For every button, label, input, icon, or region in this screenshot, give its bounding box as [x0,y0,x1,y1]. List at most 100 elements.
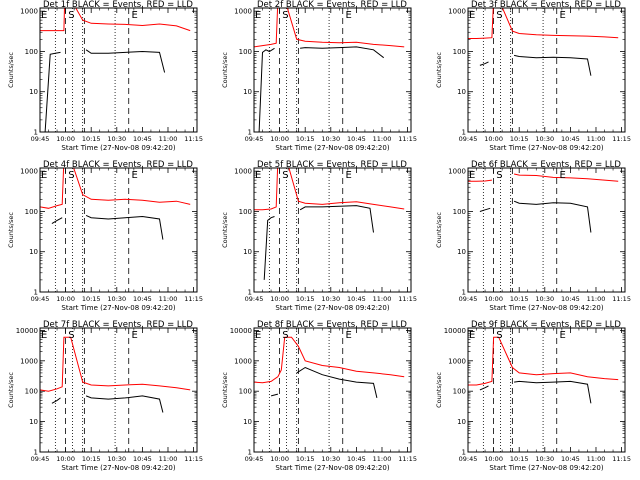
x-axis-label: Start Time (27-Nov-08 09:42:20) [61,304,175,312]
x-axis-label: Start Time (27-Nov-08 09:42:20) [275,144,389,152]
x-tick-label: 10:15 [510,455,529,463]
x-tick-label: 10:15 [82,295,101,303]
x-tick-label: 09:45 [459,455,478,463]
x-tick-label: 10:30 [107,455,126,463]
x-tick-label: 10:45 [561,295,580,303]
marker-e-label: E [255,330,261,341]
plot-area [254,336,405,399]
panel-1: Det 1f BLACK = Events, RED = LLD Counts/s… [7,0,203,152]
y-tick-label: 10 [457,418,466,426]
x-tick-label: 09:45 [459,135,478,143]
y-tick-label: 1 [462,129,466,137]
panel-title: Det 4f BLACK = Events, RED = LLD [43,160,193,170]
series-black-line [513,54,592,76]
x-tick-label: 11:15 [184,295,203,303]
x-tick-label: 10:45 [347,135,366,143]
y-tick-label: 1 [462,449,466,457]
x-tick-label: 10:30 [321,135,340,143]
x-tick-label: 10:45 [347,455,366,463]
marker-e-label: E [559,330,565,341]
marker-s-label: S [496,330,502,341]
series-red-line [254,336,405,384]
x-tick-label: 09:45 [245,135,264,143]
x-tick-label: 10:30 [535,455,554,463]
x-tick-label: 10:00 [56,455,75,463]
series-black-line [513,200,592,233]
series-red-line [40,168,191,209]
x-tick-label: 10:00 [484,135,503,143]
y-axis-label: Counts/sec [221,212,229,248]
panel-3: Det 3f BLACK = Events, RED = LLD Counts/s… [435,0,631,152]
x-tick-label: 11:15 [184,455,203,463]
series-black-line [514,380,592,404]
y-tick-label: 10 [457,88,466,96]
y-tick-label: 1 [462,289,466,297]
y-tick-label: 10 [29,248,38,256]
x-tick-label: 10:15 [296,455,315,463]
x-tick-label: 09:45 [31,455,50,463]
marker-e-label: E [559,10,565,21]
panel-4: Det 4f BLACK = Events, RED = LLD Counts/s… [7,160,203,312]
x-tick-label: 10:45 [133,135,152,143]
x-tick-label: 10:00 [484,295,503,303]
x-axis-label: Start Time (27-Nov-08 09:42:20) [275,464,389,472]
x-tick-label: 09:45 [459,295,478,303]
series-black-line [85,214,164,240]
series-red-line [468,8,619,39]
plot-area [40,8,191,132]
x-tick-label: 11:15 [398,455,417,463]
plot-frame [467,167,626,293]
series-red-line [468,336,619,386]
x-tick-label: 10:15 [296,295,315,303]
series-black-line [51,397,61,404]
panel-5: Det 5f BLACK = Events, RED = LLD Counts/s… [221,160,417,312]
series-black-line [479,61,489,66]
x-tick-label: 11:00 [159,295,178,303]
y-axis-label: Counts/sec [7,52,15,88]
y-tick-label: 1000 [234,168,252,176]
y-tick-label: 10 [243,248,252,256]
plot-frame [467,7,626,133]
marker-e-label: E [131,330,137,341]
y-tick-label: 1000 [20,168,38,176]
y-tick-label: 100 [239,48,252,56]
series-black-line [44,51,61,132]
marker-e-label: E [255,170,261,181]
panel-title: Det 8f BLACK = Events, RED = LLD [257,320,407,330]
plot-frame [39,167,198,293]
y-tick-label: 100 [25,388,38,396]
marker-s-label: S [496,10,502,21]
y-axis-label: Counts/sec [435,52,443,88]
marker-e-label: E [469,330,475,341]
marker-s-label: S [68,170,74,181]
x-tick-label: 11:15 [612,455,631,463]
plot-frame [253,327,412,453]
x-tick-label: 10:00 [56,295,75,303]
series-black-line [296,366,378,399]
x-tick-label: 11:00 [373,135,392,143]
y-tick-label: 1000 [448,357,466,365]
series-black-line [479,207,491,212]
plot-frame [253,7,412,133]
series-red-line [254,8,405,48]
marker-e-label: E [469,170,475,181]
y-tick-label: 10000 [16,327,38,335]
x-tick-label: 10:30 [535,135,554,143]
x-tick-label: 10:00 [484,455,503,463]
panel-title: Det 3f BLACK = Events, RED = LLD [471,0,621,10]
y-tick-label: 100 [453,208,466,216]
plot-area [40,168,191,240]
plot-area [40,336,191,413]
y-axis-label: Counts/sec [7,372,15,408]
series-black-line [51,217,63,225]
y-tick-label: 1000 [20,8,38,16]
panel-9: Det 9f BLACK = Events, RED = LLD Counts/s… [435,320,631,472]
x-tick-label: 11:00 [159,135,178,143]
y-tick-label: 10 [457,248,466,256]
x-tick-label: 10:30 [535,295,554,303]
panel-title: Det 7f BLACK = Events, RED = LLD [43,320,193,330]
y-tick-label: 10 [29,418,38,426]
marker-e-label: E [41,170,47,181]
x-tick-label: 10:00 [270,455,289,463]
marker-e-label: E [345,10,351,21]
